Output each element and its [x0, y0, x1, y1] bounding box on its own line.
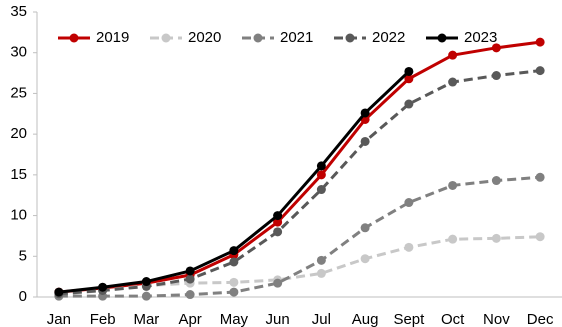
point — [273, 227, 283, 237]
legend-label: 2022 — [372, 29, 405, 46]
x-tick-label: Feb — [90, 311, 116, 327]
point — [316, 255, 326, 265]
y-tick-label: 20 — [10, 125, 27, 142]
legend-marker — [437, 33, 447, 43]
point — [404, 99, 414, 109]
point — [535, 232, 545, 242]
point — [404, 242, 414, 252]
point — [491, 233, 501, 243]
point — [448, 234, 458, 244]
legend-marker — [161, 33, 171, 43]
point — [185, 274, 195, 284]
point — [316, 161, 326, 171]
point — [448, 50, 458, 60]
point — [54, 287, 64, 297]
x-tick-label: May — [220, 311, 249, 327]
point — [535, 172, 545, 182]
legend-marker — [253, 33, 263, 43]
point — [273, 278, 283, 288]
y-tick-label: 15 — [10, 166, 27, 183]
point — [360, 136, 370, 146]
point — [491, 43, 501, 53]
point — [185, 266, 195, 276]
point — [491, 71, 501, 81]
point — [360, 254, 370, 264]
y-tick-label: 5 — [19, 247, 27, 264]
x-tick-label: Dec — [527, 311, 554, 327]
x-tick-label: Oct — [441, 311, 465, 327]
point — [404, 198, 414, 208]
point — [141, 291, 151, 301]
point — [535, 66, 545, 76]
legend-label: 2023 — [464, 29, 497, 46]
y-tick-label: 35 — [10, 3, 27, 20]
legend-label: 2020 — [188, 29, 221, 46]
y-tick-label: 30 — [10, 44, 27, 61]
y-tick-label: 10 — [10, 207, 27, 224]
x-tick-label: Jul — [312, 311, 331, 327]
point — [229, 246, 239, 256]
point — [229, 287, 239, 297]
x-tick-label: Sept — [393, 311, 425, 327]
legend-marker — [69, 33, 79, 43]
point — [448, 77, 458, 87]
legend-label: 2019 — [96, 29, 129, 46]
point — [273, 211, 283, 221]
series-line — [58, 235, 541, 297]
x-tick-label: Jun — [266, 311, 290, 327]
x-tick-label: Mar — [133, 311, 159, 327]
legend-label: 2021 — [280, 29, 313, 46]
y-tick-label: 0 — [19, 288, 27, 305]
series-line — [58, 175, 541, 298]
legend-marker — [345, 33, 355, 43]
y-tick-label: 25 — [10, 84, 27, 101]
point — [185, 290, 195, 300]
point — [316, 185, 326, 195]
series-line — [58, 69, 541, 296]
point — [229, 277, 239, 287]
point — [316, 268, 326, 278]
point — [98, 282, 108, 292]
point — [404, 74, 414, 84]
point — [360, 108, 370, 118]
x-tick-label: Nov — [483, 311, 510, 327]
x-tick-label: Jan — [47, 311, 71, 327]
point — [141, 277, 151, 287]
point — [535, 37, 545, 47]
point — [229, 257, 239, 267]
point — [404, 66, 414, 76]
x-tick-label: Apr — [178, 311, 201, 327]
x-tick-label: Aug — [352, 311, 379, 327]
point — [491, 176, 501, 186]
point — [360, 223, 370, 233]
point — [448, 180, 458, 190]
point — [273, 217, 283, 227]
point — [316, 170, 326, 180]
